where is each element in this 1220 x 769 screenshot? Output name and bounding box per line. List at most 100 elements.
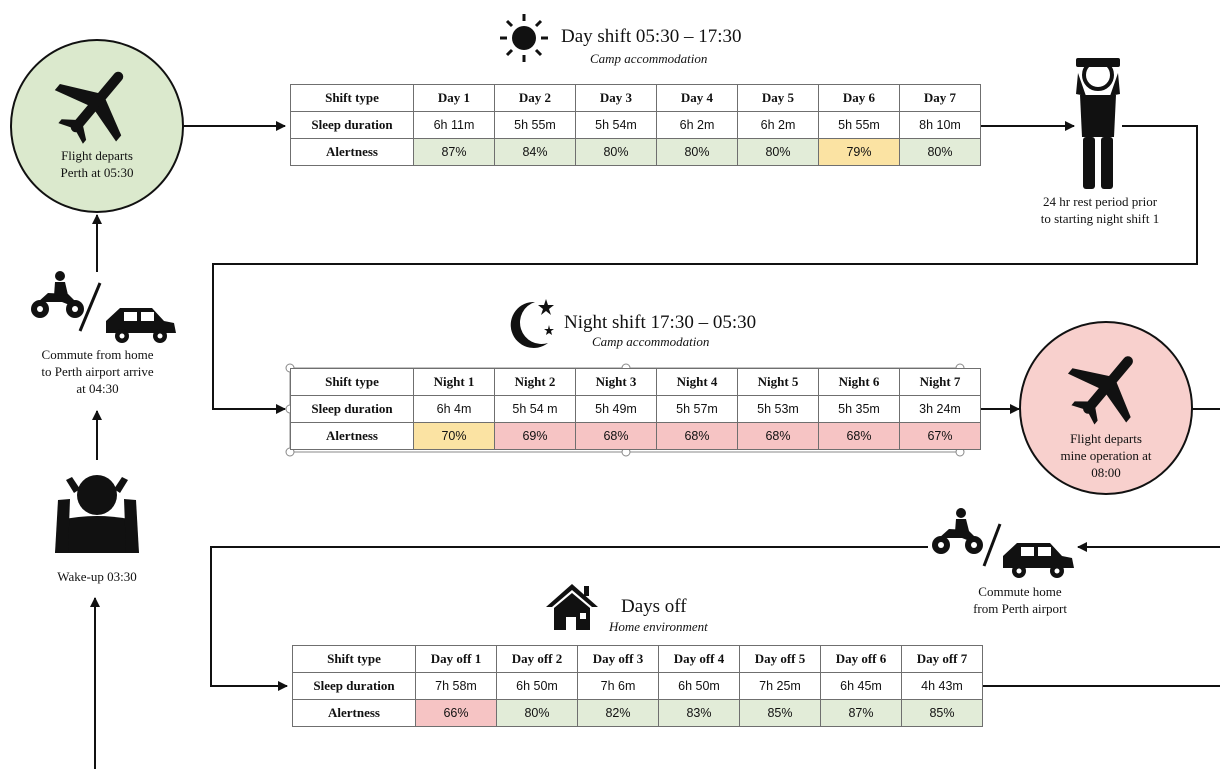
- arrow-commute-to-daysoff: [210, 546, 928, 691]
- alertness-cell: 68%: [737, 422, 819, 450]
- alertness-cell: 85%: [901, 699, 983, 727]
- connectors: [90, 121, 1220, 769]
- row-label: Sleep duration: [290, 111, 414, 139]
- slash-divider: [982, 523, 1002, 567]
- sleep-cell: 5h 53m: [737, 395, 819, 423]
- sleep-cell: 7h 25m: [739, 672, 821, 700]
- column-header: Day 4: [656, 84, 738, 112]
- alertness-cell: 82%: [577, 699, 659, 727]
- sleep-cell: 3h 24m: [899, 395, 981, 423]
- column-header: Night 6: [818, 368, 900, 396]
- sleep-cell: 7h 58m: [415, 672, 497, 700]
- row-label: Shift type: [292, 645, 416, 673]
- column-header: Night 1: [413, 368, 495, 396]
- sleep-cell: 4h 43m: [901, 672, 983, 700]
- commute-airport-line3: at 04:30: [76, 381, 119, 396]
- alertness-cell: 87%: [820, 699, 902, 727]
- tired-person-icon: [1076, 58, 1120, 189]
- column-header: Night 2: [494, 368, 576, 396]
- days-off-table: Shift type Day off 1 Day off 2 Day off 3 Day…: [292, 645, 983, 727]
- column-header: Day 2: [494, 84, 576, 112]
- slash-divider: [78, 282, 102, 332]
- car-icon: [1003, 543, 1074, 578]
- night-shift-subtitle: Camp accommodation: [592, 334, 710, 349]
- sleep-cell: 6h 2m: [737, 111, 819, 139]
- alertness-cell: 68%: [575, 422, 657, 450]
- sleep-cell: 5h 54m: [575, 111, 657, 139]
- alertness-cell: 68%: [818, 422, 900, 450]
- alertness-cell: 87%: [413, 138, 495, 166]
- sun-icon: [500, 14, 548, 62]
- commute-home-line1: Commute home: [978, 584, 1062, 599]
- sleep-cell: 6h 11m: [413, 111, 495, 139]
- table-row: Alertness 87% 84% 80% 80% 80% 79% 80%: [290, 138, 981, 166]
- motorbike-icon: [932, 508, 983, 554]
- alertness-cell: 79%: [818, 138, 900, 166]
- start-flight-circle: [10, 39, 184, 213]
- motorbike-icon: [31, 271, 84, 318]
- commute-airport-label: Commute from home to Perth airport arriv…: [15, 346, 180, 397]
- start-flight-line2: Perth at 05:30: [60, 165, 134, 180]
- day-shift-subtitle: Camp accommodation: [590, 51, 708, 66]
- table-row: Shift type Day off 1 Day off 2 Day off 3 Day…: [292, 645, 983, 673]
- row-label: Alertness: [292, 699, 416, 727]
- days-off-subtitle: Home environment: [609, 619, 708, 634]
- column-header: Day off 2: [496, 645, 578, 673]
- column-header: Night 7: [899, 368, 981, 396]
- alertness-cell: 67%: [899, 422, 981, 450]
- table-row: Alertness 70% 69% 68% 68% 68% 68% 67%: [290, 422, 981, 450]
- row-label: Sleep duration: [292, 672, 416, 700]
- night-shift-title: Night shift 17:30 – 05:30: [564, 312, 757, 333]
- column-header: Night 3: [575, 368, 657, 396]
- night-shift-table: Shift type Night 1 Night 2 Night 3 Night 4 Ni…: [290, 368, 981, 450]
- sleep-cell: 5h 35m: [818, 395, 900, 423]
- sleep-cell: 5h 54 m: [494, 395, 576, 423]
- column-header: Night 4: [656, 368, 738, 396]
- alertness-cell: 80%: [656, 138, 738, 166]
- airplane-icon: [1067, 356, 1133, 425]
- row-label: Alertness: [290, 422, 414, 450]
- column-header: Day off 5: [739, 645, 821, 673]
- column-header: Day off 3: [577, 645, 659, 673]
- table-row: Sleep duration 6h 4m 5h 54 m 5h 49m 5h 57m 5h…: [290, 395, 981, 423]
- column-header: Night 5: [737, 368, 819, 396]
- column-header: Day off 7: [901, 645, 983, 673]
- sleep-cell: 5h 57m: [656, 395, 738, 423]
- alertness-cell: 68%: [656, 422, 738, 450]
- rest-period-line2: to starting night shift 1: [1040, 211, 1160, 226]
- sleep-cell: 5h 55m: [818, 111, 900, 139]
- sleep-cell: 5h 49m: [575, 395, 657, 423]
- alertness-cell: 84%: [494, 138, 576, 166]
- car-icon: [106, 308, 176, 343]
- table-row: Shift type Day 1 Day 2 Day 3 Day 4 Day 5 Day 6…: [290, 84, 981, 112]
- commute-airport-line2: to Perth airport arrive: [41, 364, 154, 379]
- column-header: Day 1: [413, 84, 495, 112]
- start-flight-line1: Flight departs: [61, 148, 133, 163]
- column-header: Day off 6: [820, 645, 902, 673]
- sleep-cell: 5h 55m: [494, 111, 576, 139]
- row-label: Shift type: [290, 84, 414, 112]
- mine-flight-line2: mine operation at: [1060, 448, 1152, 463]
- rest-period-label: 24 hr rest period prior to starting nigh…: [1020, 193, 1180, 227]
- mine-flight-label: Flight departs mine operation at 08:00: [1046, 430, 1166, 481]
- airplane-icon: [54, 71, 124, 144]
- row-label: Shift type: [290, 368, 414, 396]
- alertness-cell: 80%: [496, 699, 578, 727]
- day-shift-table: Shift type Day 1 Day 2 Day 3 Day 4 Day 5 Day 6…: [290, 84, 981, 166]
- column-header: Day 6: [818, 84, 900, 112]
- rest-period-line1: 24 hr rest period prior: [1042, 194, 1158, 209]
- house-icon: [546, 584, 598, 630]
- table-row: Sleep duration 6h 11m 5h 55m 5h 54m 6h 2m 6h …: [290, 111, 981, 139]
- column-header: Day 3: [575, 84, 657, 112]
- sleep-cell: 6h 45m: [820, 672, 902, 700]
- mine-flight-line1: Flight departs: [1070, 431, 1142, 446]
- alertness-cell: 83%: [658, 699, 740, 727]
- row-label: Alertness: [290, 138, 414, 166]
- column-header: Day 7: [899, 84, 981, 112]
- alertness-cell: 80%: [737, 138, 819, 166]
- arrow-rest-to-night: [212, 125, 1198, 414]
- commute-airport-line1: Commute from home: [41, 347, 154, 362]
- wake-up-label: Wake-up 03:30: [57, 569, 137, 584]
- table-row: Alertness 66% 80% 82% 83% 85% 87% 85%: [292, 699, 983, 727]
